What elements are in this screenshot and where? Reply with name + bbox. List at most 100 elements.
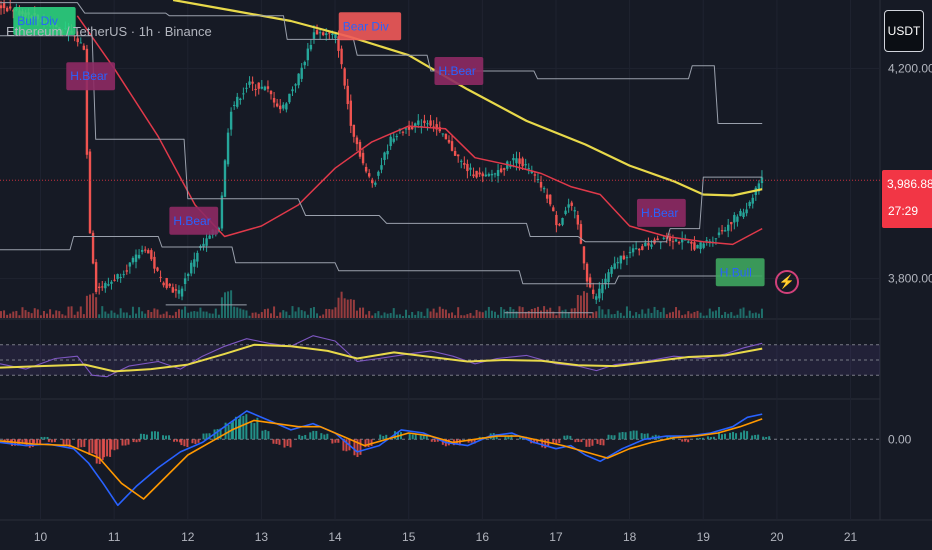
macd-histogram-bar — [580, 439, 583, 443]
volume-bar — [288, 315, 291, 318]
macd-histogram-bar — [110, 439, 113, 450]
candle-body — [205, 238, 208, 246]
volume-bar — [616, 310, 619, 318]
candle-body — [377, 171, 380, 176]
volume-bar — [681, 315, 684, 318]
candle-body — [76, 38, 79, 43]
volume-bar — [671, 311, 674, 318]
macd-histogram-bar — [301, 435, 304, 440]
candle-body — [297, 73, 300, 86]
volume-bar — [447, 313, 450, 318]
candle-body — [573, 210, 576, 212]
candle-body — [760, 177, 764, 184]
macd-histogram-bar — [458, 439, 461, 446]
macd-histogram-bar — [698, 437, 701, 440]
volume-bar — [687, 311, 690, 318]
volume-bar — [503, 309, 506, 318]
volume-bar — [266, 308, 269, 318]
volume-bar — [128, 315, 131, 318]
macd-histogram-bar — [695, 438, 698, 440]
candle-body — [748, 202, 751, 207]
macd-histogram-bar — [230, 422, 233, 440]
candle-body — [441, 133, 445, 135]
signal-label-text: H.Bull — [720, 265, 752, 279]
lightning-icon[interactable]: ⚡ — [775, 270, 799, 294]
volume-bar — [349, 299, 352, 318]
candle-body — [435, 124, 438, 130]
macd-histogram-bar — [681, 439, 684, 442]
macd-histogram-bar — [40, 436, 43, 440]
macd-histogram-bar — [320, 433, 323, 440]
volume-bar — [141, 311, 144, 318]
macd-histogram-bar — [127, 439, 130, 445]
volume-bar — [95, 297, 98, 318]
candle-body — [349, 100, 352, 126]
candle-body — [165, 278, 168, 288]
macd-histogram-bar — [83, 439, 86, 447]
macd-histogram-bar — [596, 439, 599, 444]
candle-body — [693, 242, 696, 250]
macd-histogram-bar — [712, 436, 715, 440]
volume-bar — [576, 294, 579, 318]
candle-body — [699, 242, 702, 250]
macd-histogram-bar — [205, 433, 208, 440]
macd-histogram-bar — [208, 433, 211, 440]
candle-body — [616, 262, 619, 264]
moving-average-long — [172, 0, 763, 197]
candle-body — [493, 173, 497, 175]
macd-histogram-bar — [47, 439, 50, 442]
currency-button[interactable]: USDT — [884, 10, 924, 52]
candle-body — [288, 93, 291, 103]
volume-bar — [460, 315, 463, 318]
macd-histogram-bar — [237, 419, 240, 440]
volume-bar — [334, 307, 337, 318]
candle-body — [717, 232, 721, 236]
macd-histogram-bar — [286, 439, 289, 446]
candle-body — [561, 218, 564, 225]
macd-histogram-bar — [408, 433, 411, 440]
macd-histogram-bar — [91, 439, 94, 454]
volume-bar — [153, 308, 156, 318]
macd-histogram-bar — [124, 439, 127, 446]
volume-bar — [610, 314, 613, 318]
macd-histogram-bar — [754, 434, 757, 440]
volume-bar — [745, 315, 748, 318]
volume-bar — [383, 312, 386, 318]
candle-body — [368, 173, 371, 177]
volume-bar — [88, 294, 91, 318]
candle-body — [328, 32, 331, 34]
volume-bar — [497, 314, 500, 318]
signal-label-box — [338, 12, 402, 41]
candle-body — [533, 174, 537, 176]
candle-body — [622, 255, 626, 260]
x-tick-label: 20 — [770, 530, 784, 544]
volume-bar — [487, 306, 490, 318]
candle-body — [131, 257, 135, 263]
macd-histogram-bar — [684, 439, 687, 442]
macd-histogram-bar — [591, 439, 594, 446]
volume-bar — [362, 307, 365, 318]
signal-label-text: H.Bear — [641, 206, 678, 220]
macd-histogram-bar — [278, 439, 281, 445]
macd-histogram-bar — [331, 439, 334, 444]
volume-bar — [273, 306, 276, 318]
volume-bar — [524, 311, 527, 318]
macd-histogram-bar — [382, 435, 385, 440]
volume-bar — [184, 306, 187, 318]
candle-body — [128, 262, 132, 267]
volume-bar — [668, 312, 671, 318]
macd-histogram-bar — [566, 435, 569, 440]
candle-body — [137, 254, 141, 259]
volume-bar — [371, 315, 374, 318]
macd-histogram-bar — [356, 439, 359, 457]
x-tick-label: 11 — [108, 530, 121, 544]
volume-bar — [3, 310, 6, 318]
candle-body — [389, 136, 392, 147]
candle-body — [634, 248, 638, 250]
volume-bar — [475, 309, 478, 318]
x-tick-label: 19 — [697, 530, 711, 544]
candle-body — [116, 274, 119, 279]
candle-body — [582, 246, 586, 264]
volume-bar — [52, 314, 55, 318]
candle-body — [383, 152, 386, 160]
